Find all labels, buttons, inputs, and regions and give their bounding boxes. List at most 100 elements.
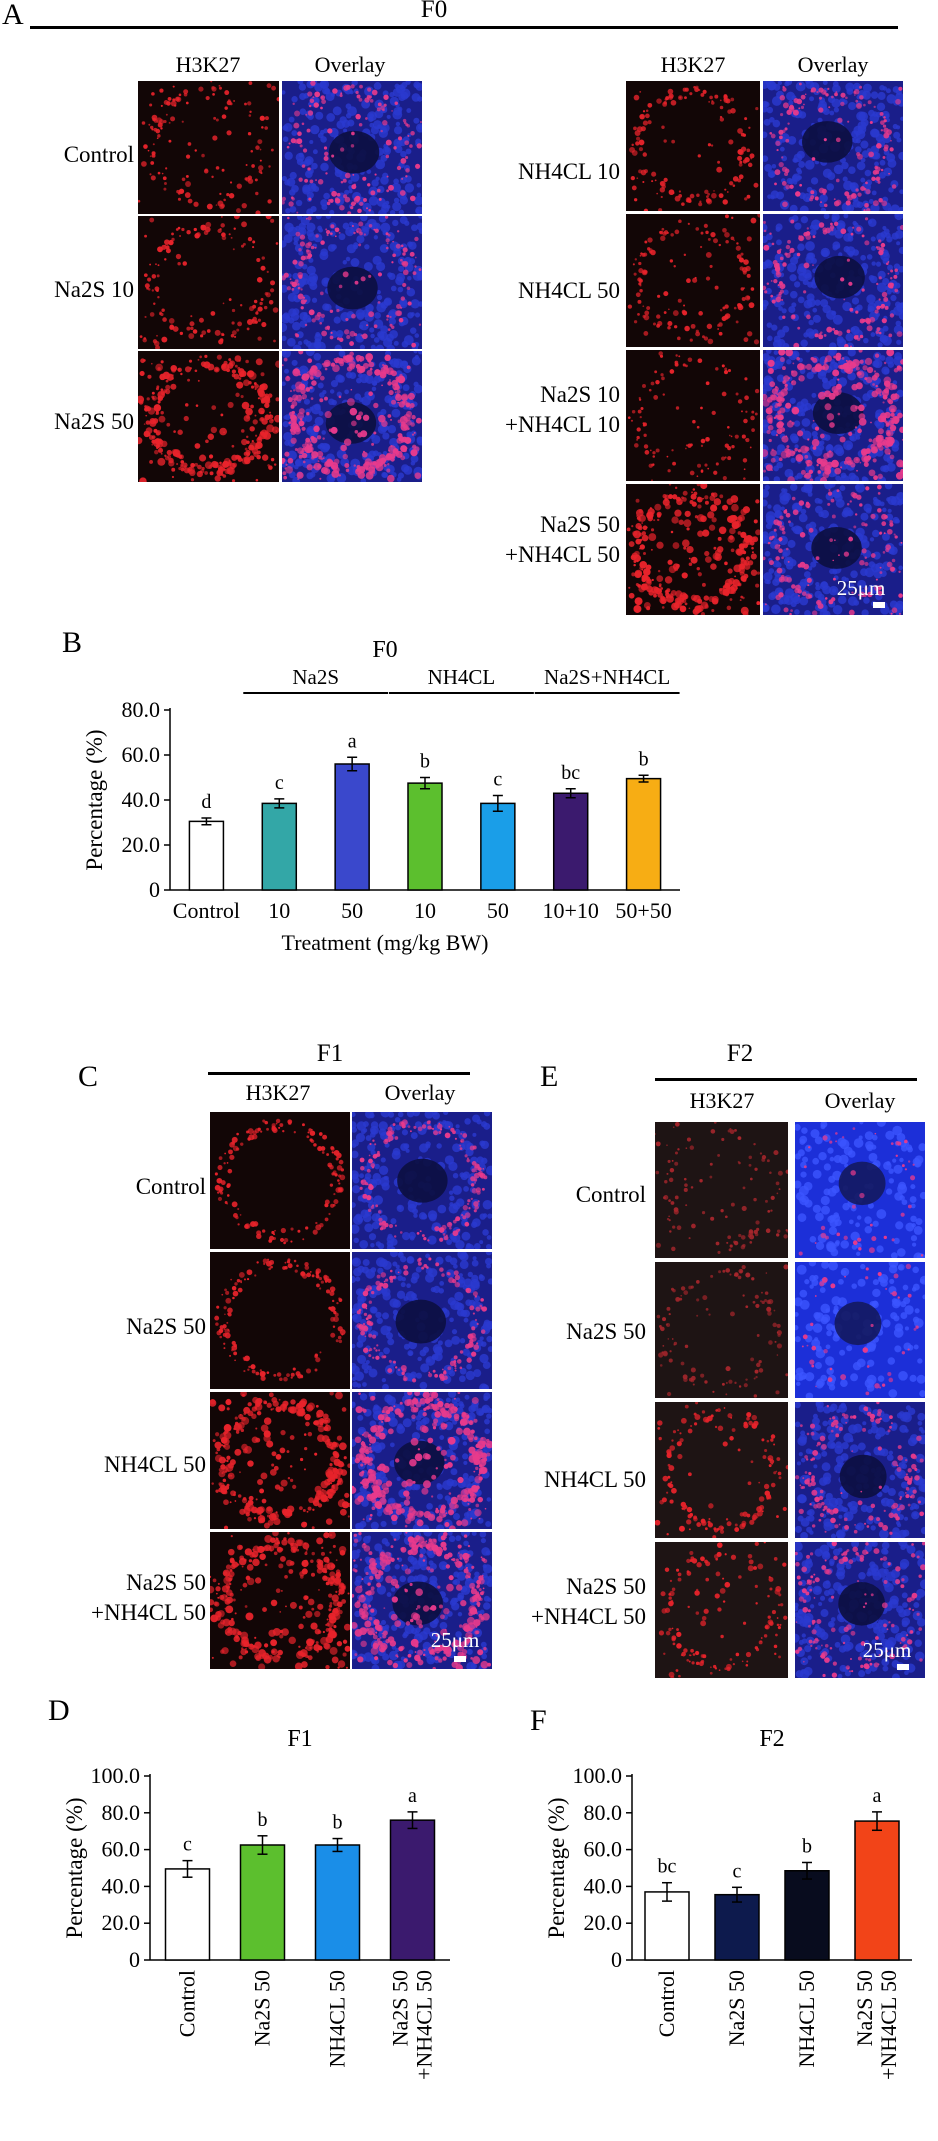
panel-c-group-title: F1 [316, 1040, 344, 1067]
panel-a-left-col-h3k27: H3K27 [175, 52, 241, 77]
bar [188, 820, 225, 891]
panel-a-group-title: F0 [420, 0, 448, 23]
micrograph-overlay [282, 216, 422, 349]
micrograph-h3k27 [626, 214, 760, 347]
y-tick-label: 100.0 [573, 1763, 623, 1788]
x-tick-label: 10 [268, 898, 290, 923]
micrograph-h3k27 [210, 1252, 350, 1389]
panel-a-row-label: NH4CL 10 [517, 159, 620, 184]
bar [239, 1844, 286, 1961]
y-axis-label: Percentage (%) [62, 1797, 87, 1938]
panel-label-a: A [2, 0, 24, 31]
scale-bar-label: 25μm [836, 576, 886, 600]
y-tick-label: 80.0 [584, 1800, 623, 1825]
y-tick-label: 80.0 [102, 1800, 141, 1825]
micrograph-h3k27 [210, 1112, 350, 1249]
y-tick-label: 60.0 [584, 1837, 623, 1862]
micrograph-h3k27 [210, 1532, 350, 1669]
y-tick-label: 0 [611, 1947, 622, 1972]
micrograph-h3k27 [655, 1262, 788, 1398]
chart-d: 0 20.0 40.0 60.0 80.0 100.0 Percentage (%) c b b a… [60, 1700, 500, 2141]
panel-a-row-label: Na2S 10 +NH4CL 10 [505, 382, 620, 437]
significance-letter: bc [561, 762, 580, 784]
panel-label-e: E [540, 1060, 559, 1093]
panel-e-group-line [655, 1078, 917, 1081]
x-tick-label: Na2S 50 [250, 1970, 275, 2046]
significance-letter: a [873, 1785, 882, 1807]
x-tick-label: 50+50 [615, 898, 671, 923]
x-tick-label: NH4CL 50 [325, 1970, 350, 2068]
scale-bar-label: 25μm [862, 1638, 912, 1662]
micrograph-overlay [763, 81, 903, 211]
y-tick-label: 0 [129, 1947, 140, 1972]
panel-c-row-label: Na2S 50 [126, 1314, 206, 1339]
bar [389, 1819, 436, 1961]
bar [334, 763, 370, 891]
panel-a-right-col-overlay: Overlay [797, 52, 869, 77]
micrograph-h3k27 [210, 1392, 350, 1529]
panel-a-row-label: Na2S 10 [54, 277, 134, 302]
bar [261, 802, 298, 891]
bar [164, 1868, 211, 1961]
y-tick-label: 40.0 [584, 1873, 623, 1898]
panel-c-col-overlay: Overlay [384, 1080, 456, 1105]
significance-letter: a [348, 730, 357, 752]
y-tick-label: 20.0 [122, 832, 161, 857]
scale-bar [454, 1656, 466, 1662]
x-tick-label: Na2S 50 [724, 1970, 749, 2046]
panel-a-row-label: Na2S 50 [54, 409, 134, 434]
significance-letter: a [408, 1785, 417, 1807]
significance-letter: b [420, 751, 430, 773]
panel-a-row-label: Control [63, 142, 134, 167]
bar [552, 792, 589, 891]
x-tick-label: 50 [341, 898, 363, 923]
micrograph-overlay [763, 214, 903, 347]
bar [480, 802, 516, 891]
panel-a-right-col-h3k27: H3K27 [660, 52, 726, 77]
y-axis-label: Percentage (%) [544, 1797, 569, 1938]
x-tick-label: Na2S 50 +NH4CL 50 [388, 1970, 437, 2080]
micrograph-overlay [352, 1112, 492, 1249]
micrograph-h3k27 [655, 1542, 788, 1678]
micrograph-overlay [763, 484, 903, 615]
significance-letter: c [183, 1834, 192, 1856]
micrograph-overlay [795, 1542, 925, 1678]
significance-letter: d [201, 791, 211, 813]
bar [644, 1891, 690, 1961]
micrograph-overlay [795, 1122, 925, 1258]
panel-e-row-label: Na2S 50 +NH4CL 50 [531, 1574, 646, 1629]
chart-title: F2 [759, 1726, 784, 1752]
panel-c-row-label: Control [135, 1174, 206, 1199]
y-tick-label: 20.0 [102, 1910, 141, 1935]
y-tick-label: 0 [149, 877, 160, 902]
significance-letter: b [802, 1835, 812, 1857]
micrograph-h3k27 [138, 81, 279, 214]
micrograph-overlay [352, 1392, 492, 1529]
scale-bar [873, 602, 885, 608]
micrograph-overlay [282, 351, 422, 482]
panel-a-left-col-overlay: Overlay [314, 52, 386, 77]
bar [625, 777, 662, 891]
y-tick-label: 100.0 [91, 1763, 141, 1788]
y-tick-label: 40.0 [102, 1873, 141, 1898]
panel-label-c: C [78, 1060, 99, 1093]
y-tick-label: 60.0 [102, 1837, 141, 1862]
micrograph-h3k27 [626, 484, 760, 615]
micrograph-h3k27 [138, 351, 279, 482]
micrograph-h3k27 [655, 1402, 788, 1538]
panel-e-col-h3k27: H3K27 [689, 1088, 755, 1113]
x-tick-label: 50 [487, 898, 509, 923]
x-axis-label: Treatment (mg/kg BW) [282, 930, 489, 955]
scale-bar-label: 25μm [430, 1628, 480, 1652]
micrograph-overlay [795, 1262, 925, 1398]
panel-a-row-label: Na2S 50 +NH4CL 50 [505, 512, 620, 567]
micrograph-overlay [795, 1402, 925, 1538]
group-label: Na2S+NH4CL [544, 665, 670, 689]
y-tick-label: 80.0 [122, 697, 161, 722]
group-label: NH4CL [428, 665, 496, 689]
bar [407, 782, 443, 891]
y-tick-label: 20.0 [584, 1910, 623, 1935]
panel-e-group-title: F2 [726, 1040, 754, 1067]
significance-letter: c [733, 1860, 742, 1882]
significance-letter: c [493, 769, 502, 791]
